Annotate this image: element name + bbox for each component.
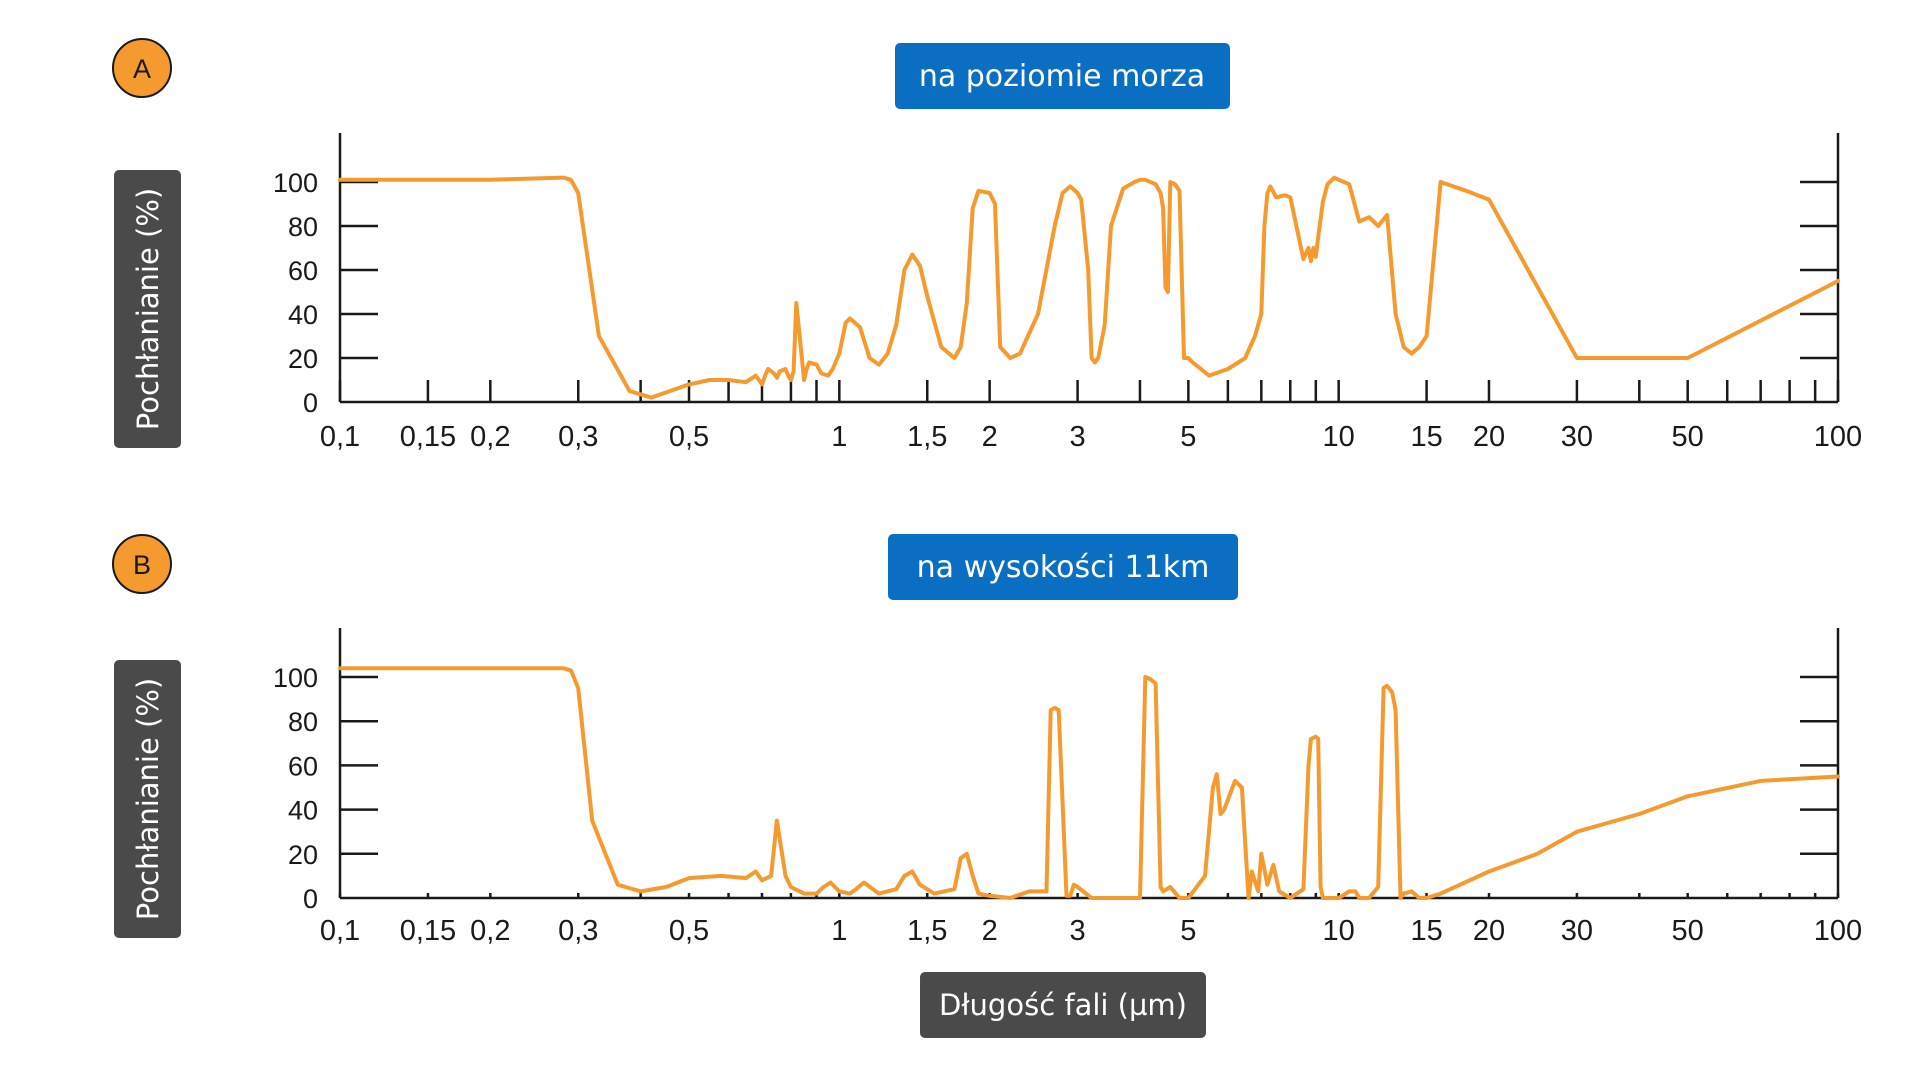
panel-a-badge-label: A [133, 54, 151, 84]
panel-a-absorption-curve [338, 175, 1840, 400]
panel-b-xtick-label: 0,5 [669, 915, 709, 947]
panel-a-xtick-label: 50 [1672, 421, 1704, 453]
panel-a-xtick-label: 10 [1323, 421, 1355, 453]
panel-b-xtick-label: 0,1 [320, 915, 360, 947]
panel-b-ylabel: Pochłanianie (%) [131, 678, 165, 920]
panel-a-plot: 0 20 40 60 80 100 0,1 0,15 0,2 0,3 0,5 1 1,5 2 3 5 10 15 2… [273, 133, 1862, 453]
panel-b-xtick-label: 30 [1561, 915, 1593, 947]
panel-b-plot: 0 20 40 60 80 100 0,1 0,15 0,2 0,3 0,5 1 1,5 2 3 5 10 15 2… [273, 628, 1862, 947]
panel-a-xtick-label: 2 [982, 421, 998, 453]
panel-a-xtick-label: 0,3 [558, 421, 598, 453]
panel-b-xtick-label: 5 [1180, 915, 1196, 947]
panel-a-title-box: na poziomie morza [895, 43, 1230, 109]
panel-a-badge: A [112, 38, 172, 98]
panel-a-ylabel: Pochłanianie (%) [131, 188, 165, 430]
panel-b-ytick-label: 80 [288, 707, 318, 737]
panel-b-xtick-label: 0,2 [470, 915, 510, 947]
panel-b-xtick-label: 0,15 [400, 915, 456, 947]
panel-b-ytick-label: 20 [288, 840, 318, 870]
panel-a-xtick-label: 0,2 [470, 421, 510, 453]
panel-b-xtick-label: 20 [1473, 915, 1505, 947]
xlabel-box: Długość fali (µm) [920, 972, 1206, 1038]
panel-b-absorption-curve [338, 666, 1840, 900]
panel-a-xtick-label: 5 [1180, 421, 1196, 453]
panel-b-xtick-label: 2 [982, 915, 998, 947]
panel-b-xtick-label: 50 [1672, 915, 1704, 947]
x-axis-label: Długość fali (µm) [939, 988, 1187, 1022]
panel-a-ytick-label: 40 [288, 300, 318, 330]
panel-a-ytick-label: 100 [273, 168, 318, 198]
panel-a-xtick-label: 20 [1473, 421, 1505, 453]
panel-b-title: na wysokości 11km [917, 550, 1210, 585]
panel-b-badge: B [112, 534, 172, 594]
panel-a-ytick-label: 80 [288, 212, 318, 242]
panel-a-ytick-label: 0 [303, 388, 318, 418]
panel-a-ylabel-box: Pochłanianie (%) [114, 170, 181, 448]
panel-a-xtick-label: 15 [1410, 421, 1442, 453]
panel-b-xtick-label: 1 [831, 915, 847, 947]
panel-a-ytick-label: 20 [288, 344, 318, 374]
panel-b-xtick-label: 15 [1410, 915, 1442, 947]
panel-a-xtick-label: 0,5 [669, 421, 709, 453]
panel-b-badge-label: B [133, 550, 151, 580]
panel-b-xtick-label: 1,5 [907, 915, 947, 947]
panel-b-ytick-label: 0 [303, 884, 318, 914]
panel-b-xtick-label: 0,3 [558, 915, 598, 947]
panel-a-ytick-label: 60 [288, 256, 318, 286]
panel-b-ytick-label: 40 [288, 796, 318, 826]
panel-a-xtick-label: 0,1 [320, 421, 360, 453]
panel-b-ytick-label: 100 [273, 663, 318, 693]
panel-a-title: na poziomie morza [919, 59, 1205, 94]
panel-b-ytick-label: 60 [288, 751, 318, 781]
panel-a-xtick-label: 0,15 [400, 421, 456, 453]
panel-a-xtick-label: 1 [831, 421, 847, 453]
panel-b-xtick-label: 10 [1323, 915, 1355, 947]
panel-b-ylabel-box: Pochłanianie (%) [114, 660, 181, 938]
panel-a-xtick-label: 3 [1070, 421, 1086, 453]
panel-b-title-box: na wysokości 11km [888, 534, 1238, 600]
panel-a-xtick-label: 30 [1561, 421, 1593, 453]
panel-b-xtick-label: 3 [1070, 915, 1086, 947]
panel-a-xtick-label: 100 [1814, 421, 1862, 453]
panel-b-xtick-label: 100 [1814, 915, 1862, 947]
panel-a-xtick-label: 1,5 [907, 421, 947, 453]
